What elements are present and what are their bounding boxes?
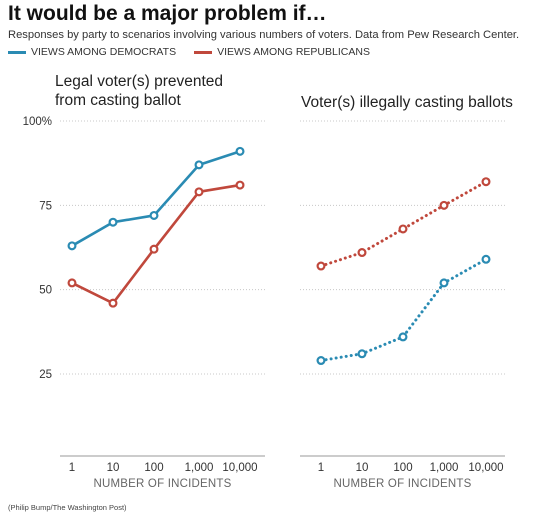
chart-title: It would be a major problem if… bbox=[8, 2, 327, 25]
series-line-republicans bbox=[319, 180, 488, 268]
legend: VIEWS AMONG DEMOCRATS VIEWS AMONG REPUBL… bbox=[8, 46, 388, 58]
data-point-democrats bbox=[398, 332, 408, 342]
x-tick-label: 10,000 bbox=[468, 462, 503, 474]
series-line-republicans bbox=[70, 183, 242, 305]
x-axis-label: NUMBER OF INCIDENTS bbox=[94, 478, 232, 490]
x-tick-label: 1,000 bbox=[185, 462, 214, 474]
data-point-republicans bbox=[316, 261, 326, 271]
chart-subtitle: Responses by party to scenarios involvin… bbox=[8, 29, 520, 41]
legend-swatch-democrats bbox=[8, 50, 26, 54]
data-point-republicans bbox=[398, 224, 408, 234]
data-point-republicans bbox=[67, 278, 77, 288]
data-point-democrats bbox=[481, 254, 491, 264]
panel-title-illegal: Voter(s) illegally casting ballots bbox=[301, 94, 513, 111]
legend-label-democrats: VIEWS AMONG DEMOCRATS bbox=[31, 46, 177, 58]
data-point-democrats bbox=[149, 210, 159, 220]
y-tick-label: 50 bbox=[39, 285, 52, 297]
legend-item-republicans: VIEWS AMONG REPUBLICANS bbox=[194, 46, 370, 58]
series-line-democrats bbox=[70, 150, 242, 248]
data-point-republicans bbox=[481, 177, 491, 187]
data-point-republicans bbox=[108, 298, 118, 308]
x-tick-label: 1 bbox=[318, 462, 324, 474]
data-point-democrats bbox=[108, 217, 118, 227]
x-tick-label: 100 bbox=[393, 462, 412, 474]
x-tick-label: 1,000 bbox=[430, 462, 459, 474]
x-tick-label: 1 bbox=[69, 462, 75, 474]
series-line-democrats bbox=[319, 257, 488, 363]
legend-swatch-republicans bbox=[194, 50, 213, 54]
x-tick-label: 10,000 bbox=[222, 462, 257, 474]
data-point-democrats bbox=[67, 241, 77, 251]
data-point-democrats bbox=[316, 356, 326, 366]
x-axis-label: NUMBER OF INCIDENTS bbox=[334, 478, 472, 490]
data-point-democrats bbox=[439, 278, 449, 288]
data-point-republicans bbox=[149, 244, 159, 254]
data-point-republicans bbox=[194, 187, 204, 197]
data-point-republicans bbox=[235, 180, 245, 190]
data-point-democrats bbox=[194, 160, 204, 170]
x-tick-label: 10 bbox=[356, 462, 369, 474]
data-point-republicans bbox=[357, 248, 367, 258]
data-point-democrats bbox=[357, 349, 367, 359]
legend-item-democrats: VIEWS AMONG DEMOCRATS bbox=[8, 46, 176, 58]
y-tick-label: 25 bbox=[39, 369, 52, 381]
y-tick-label: 75 bbox=[39, 200, 52, 212]
x-tick-label: 10 bbox=[107, 462, 120, 474]
data-point-republicans bbox=[439, 200, 449, 210]
x-tick-label: 100 bbox=[144, 462, 163, 474]
data-point-democrats bbox=[235, 146, 245, 156]
credit-line: (Philip Bump/The Washington Post) bbox=[8, 503, 127, 512]
y-tick-label: 100% bbox=[23, 116, 52, 128]
legend-label-republicans: VIEWS AMONG REPUBLICANS bbox=[217, 46, 370, 58]
panel-title-prevented: Legal voter(s) prevented from casting ba… bbox=[55, 73, 224, 109]
